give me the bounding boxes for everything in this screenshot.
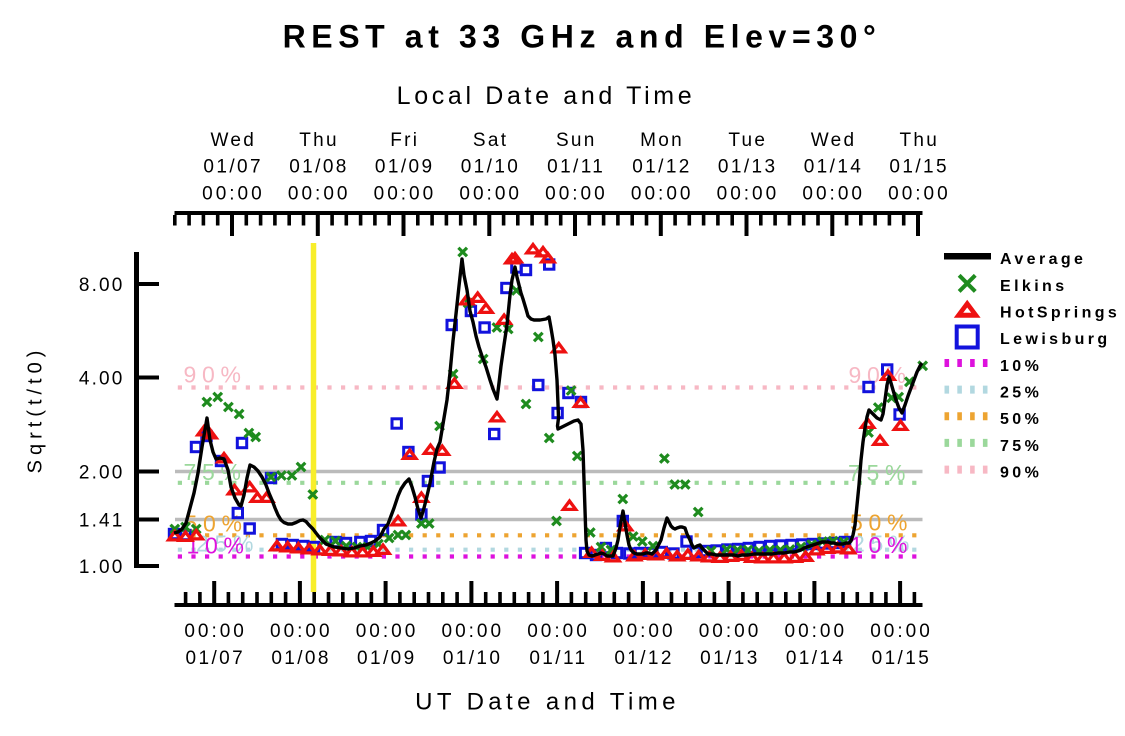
svg-text:Local Date and Time: Local Date and Time: [397, 82, 696, 110]
svg-text:00:00: 00:00: [802, 184, 865, 205]
svg-text:50%: 50%: [1000, 411, 1042, 428]
svg-text:UT Date and Time: UT Date and Time: [415, 689, 680, 716]
svg-text:90%: 90%: [849, 362, 912, 388]
svg-text:25%: 25%: [196, 531, 259, 557]
svg-text:00:00: 00:00: [202, 184, 265, 205]
svg-text:00:00: 00:00: [631, 184, 694, 205]
svg-text:8.00: 8.00: [79, 275, 125, 296]
svg-text:01/15: 01/15: [872, 648, 932, 669]
svg-text:50%: 50%: [850, 510, 913, 536]
svg-text:Elkins: Elkins: [1000, 278, 1068, 295]
svg-text:00:00: 00:00: [870, 621, 933, 642]
svg-text:1.00: 1.00: [79, 557, 125, 578]
svg-text:4.00: 4.00: [79, 368, 125, 389]
svg-text:00:00: 00:00: [270, 621, 333, 642]
svg-text:01/14: 01/14: [804, 157, 864, 178]
svg-text:01/11: 01/11: [529, 648, 587, 669]
svg-text:00:00: 00:00: [459, 184, 522, 205]
svg-text:10%: 10%: [1000, 358, 1042, 375]
svg-text:01/15: 01/15: [889, 157, 949, 178]
svg-text:Lewisburg: Lewisburg: [1000, 331, 1111, 348]
svg-text:01/08: 01/08: [289, 157, 349, 178]
svg-text:90%: 90%: [1000, 464, 1042, 481]
svg-text:01/13: 01/13: [718, 157, 778, 178]
svg-text:Wed: Wed: [210, 130, 256, 151]
svg-text:00:00: 00:00: [545, 184, 608, 205]
svg-text:00:00: 00:00: [888, 184, 951, 205]
svg-text:2.00: 2.00: [79, 462, 125, 483]
svg-text:00:00: 00:00: [442, 621, 505, 642]
svg-text:75%: 75%: [1000, 438, 1042, 455]
svg-text:00:00: 00:00: [699, 621, 762, 642]
svg-text:01/08: 01/08: [271, 648, 331, 669]
svg-text:90%: 90%: [184, 362, 247, 388]
svg-text:Mon: Mon: [640, 130, 684, 151]
svg-text:10%: 10%: [187, 533, 250, 559]
svg-text:00:00: 00:00: [717, 184, 780, 205]
svg-text:REST at 33 GHz and Elev=30°: REST at 33 GHz and Elev=30°: [283, 19, 882, 55]
svg-text:00:00: 00:00: [785, 621, 848, 642]
svg-text:00:00: 00:00: [527, 621, 590, 642]
svg-text:01/13: 01/13: [700, 648, 760, 669]
svg-text:01/14: 01/14: [786, 648, 846, 669]
svg-text:01/07: 01/07: [186, 648, 246, 669]
svg-text:01/12: 01/12: [632, 157, 692, 178]
svg-text:01/07: 01/07: [203, 157, 263, 178]
svg-text:Average: Average: [1000, 251, 1086, 268]
svg-text:Thu: Thu: [899, 130, 939, 151]
svg-text:Wed: Wed: [811, 130, 857, 151]
svg-text:Sqrt(t/t0): Sqrt(t/t0): [25, 346, 47, 474]
svg-text:01/09: 01/09: [375, 157, 435, 178]
svg-text:00:00: 00:00: [184, 621, 247, 642]
svg-text:Fri: Fri: [390, 130, 419, 151]
svg-text:00:00: 00:00: [288, 184, 351, 205]
svg-text:HotSprings: HotSprings: [1000, 305, 1120, 322]
svg-text:Thu: Thu: [299, 130, 339, 151]
svg-text:00:00: 00:00: [356, 621, 419, 642]
svg-text:10%: 10%: [850, 532, 913, 558]
svg-text:01/10: 01/10: [443, 648, 503, 669]
svg-text:Sun: Sun: [556, 130, 597, 151]
svg-text:01/11: 01/11: [547, 157, 605, 178]
svg-text:Sat: Sat: [473, 130, 508, 151]
svg-text:00:00: 00:00: [613, 621, 676, 642]
svg-text:75%: 75%: [848, 460, 911, 486]
svg-text:01/09: 01/09: [357, 648, 417, 669]
svg-text:25%: 25%: [1000, 384, 1042, 401]
svg-text:1.41: 1.41: [79, 510, 125, 531]
svg-text:25%: 25%: [852, 531, 915, 557]
svg-text:01/12: 01/12: [614, 648, 674, 669]
svg-text:Tue: Tue: [728, 130, 767, 151]
svg-text:01/10: 01/10: [461, 157, 521, 178]
svg-text:00:00: 00:00: [374, 184, 437, 205]
